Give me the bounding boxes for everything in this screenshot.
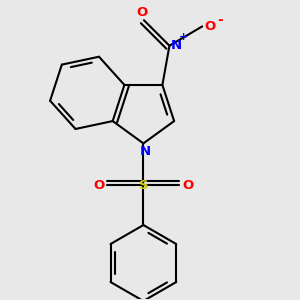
Text: N: N xyxy=(140,145,151,158)
Text: +: + xyxy=(179,32,188,42)
Text: O: O xyxy=(205,20,216,33)
Text: N: N xyxy=(171,39,182,52)
Text: O: O xyxy=(93,179,105,192)
Text: S: S xyxy=(139,179,148,192)
Text: O: O xyxy=(182,179,194,192)
Text: -: - xyxy=(218,13,223,27)
Text: O: O xyxy=(137,5,148,19)
